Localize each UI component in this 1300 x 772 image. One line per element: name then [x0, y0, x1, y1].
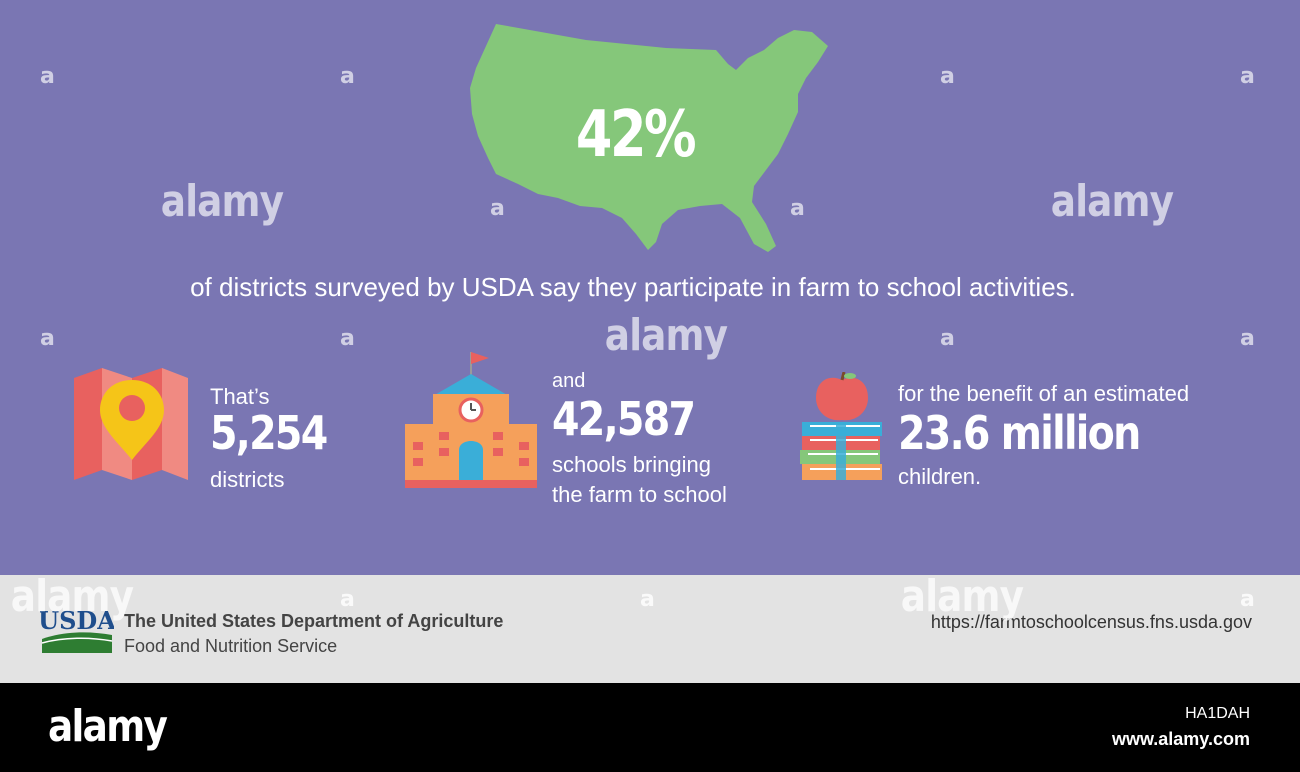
participation-percentage: 42%: [575, 98, 697, 172]
watermark-letter: a: [340, 326, 355, 351]
stat2-suffix-line1: schools bringing: [552, 452, 711, 477]
watermark-letter: a: [940, 326, 955, 351]
apple-books-icon: [800, 372, 882, 480]
watermark-letter: a: [1240, 326, 1255, 351]
watermark-letter: a: [1240, 64, 1255, 89]
footer-bar: USDA The United States Department of Agr…: [0, 575, 1300, 683]
watermark-letter: a: [40, 326, 55, 351]
watermark-alamy: alamy: [10, 575, 134, 622]
image-id: HA1DAH: [1185, 705, 1250, 722]
usda-logo: USDA: [40, 606, 114, 653]
service-name: Food and Nutrition Service: [124, 636, 338, 656]
stat3-suffix: children.: [898, 464, 982, 489]
stat2-prefix: and: [552, 370, 586, 392]
watermark-letter: a: [40, 64, 55, 89]
stat1-value: 5,254: [210, 406, 328, 460]
map-pin-icon: [74, 368, 188, 480]
organization-name: The United States Department of Agricult…: [124, 611, 504, 631]
infographic-panel: 42% of districts surveyed by USDA say th…: [0, 0, 1300, 575]
watermark-alamy: alamy: [900, 575, 1024, 622]
watermark-letter: a: [940, 64, 955, 89]
watermark-alamy: alamy: [160, 176, 284, 227]
stat1-prefix: That’s: [210, 384, 270, 409]
watermark-letter: a: [490, 196, 505, 221]
census-url[interactable]: https://farmtoschoolcensus.fns.usda.gov: [930, 612, 1252, 632]
watermark-alamy: alamy: [1050, 176, 1174, 227]
svg-text:USDA: USDA: [40, 606, 114, 635]
watermark-letter: a: [790, 196, 805, 221]
watermark-letter: a: [340, 64, 355, 89]
watermark-alamy: alamy: [604, 310, 728, 361]
watermark-bar: alamy HA1DAH www.alamy.com: [0, 683, 1300, 772]
school-building-icon: [405, 352, 537, 488]
stat2-value: 42,587: [552, 392, 696, 446]
hero-subtitle: of districts surveyed by USDA say they p…: [190, 272, 1076, 302]
alamy-site: www.alamy.com: [1111, 729, 1250, 749]
watermark-letter: a: [1240, 587, 1255, 612]
watermark-letter: a: [640, 587, 655, 612]
alamy-brand: alamy: [48, 701, 168, 752]
stat2-suffix-line2: the farm to school: [552, 482, 727, 507]
stat1-suffix: districts: [210, 467, 285, 492]
stat3-value: 23.6 million: [898, 406, 1141, 460]
watermark-letter: a: [340, 587, 355, 612]
stat3-prefix: for the benefit of an estimated: [898, 381, 1190, 406]
us-map-icon: [470, 24, 828, 252]
